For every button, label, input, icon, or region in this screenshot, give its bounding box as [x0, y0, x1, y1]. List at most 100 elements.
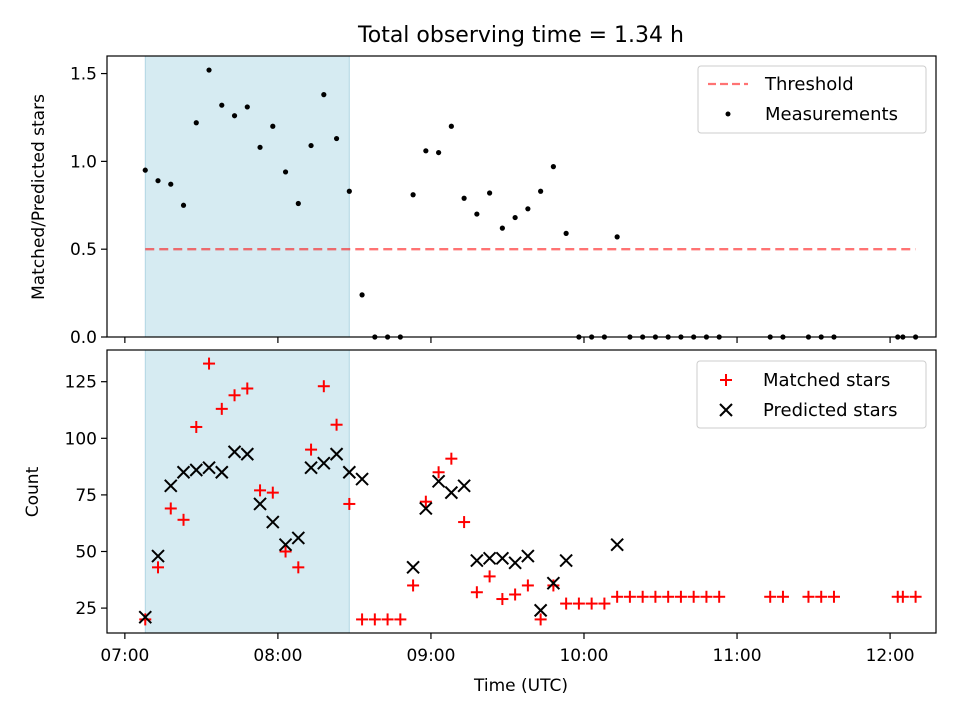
matched-stars-point [317, 380, 330, 393]
matched-stars-point [509, 588, 522, 601]
measurements-point [282, 169, 289, 175]
measurements-point [270, 123, 276, 129]
matched-stars-point [164, 502, 177, 515]
observing-span-shade [144, 55, 350, 338]
matched-stars-point [534, 613, 547, 626]
measurements-point [423, 148, 429, 154]
top-panel: 0.0 0.5 1.0 1.5 Matched/Predicted stars Thr… [29, 55, 937, 348]
measurements-point [512, 214, 518, 221]
measurements-point [244, 104, 250, 110]
matched-stars-point [674, 590, 687, 603]
matched-stars-point [764, 590, 777, 603]
predicted-stars-point [495, 551, 510, 565]
legend-matched-swatch [720, 374, 732, 386]
matched-stars-point [611, 590, 624, 603]
predicted-stars-point [151, 549, 165, 563]
matched-stars-point [713, 590, 726, 603]
matched-stars-point [636, 590, 649, 603]
legend-matched-label: Matched stars [763, 370, 890, 391]
y-tick-label: 50 [75, 542, 97, 562]
matched-stars-point [802, 590, 815, 603]
chart-title: Total observing time = 1.34 h [357, 23, 684, 48]
y-tick-label: 100 [65, 429, 97, 449]
legend-predicted-label: Predicted stars [763, 400, 897, 421]
predicted-stars-point [240, 447, 254, 461]
top-y-axis-label: Matched/Predicted stars [29, 94, 49, 300]
predicted-stars-point [444, 485, 459, 500]
matched-stars-point [203, 357, 216, 370]
predicted-stars-point [431, 474, 446, 489]
matched-stars-point [496, 593, 509, 606]
x-tick-label: 10:00 [559, 646, 608, 666]
measurements-point [550, 164, 556, 170]
predicted-stars-point [470, 553, 484, 568]
y-tick-label: 25 [75, 599, 97, 619]
measurements-point [614, 234, 620, 240]
matched-stars-point [470, 586, 483, 599]
predicted-stars-point [482, 551, 497, 565]
matched-stars-point [815, 590, 828, 603]
predicted-stars-point [355, 472, 369, 486]
observing-span-shade [144, 349, 350, 634]
matched-stars-point [254, 484, 267, 497]
measurements-point [193, 120, 199, 126]
matched-stars-point [152, 561, 165, 574]
y-tick-label: 0.5 [70, 240, 97, 260]
matched-stars-point [483, 570, 496, 583]
y-tick-label: 1.5 [70, 65, 97, 85]
predicted-stars-point [164, 479, 178, 493]
matched-stars-point [241, 382, 254, 395]
bottom-legend-box [696, 360, 927, 429]
measurements-point [474, 211, 480, 217]
measurements-point [206, 67, 212, 73]
measurements-point [461, 195, 467, 201]
matched-stars-point [560, 597, 573, 610]
matched-stars-point [394, 613, 407, 626]
predicted-stars-point [202, 461, 216, 475]
matched-stars-point [445, 452, 458, 465]
predicted-stars-point [291, 531, 306, 545]
predicted-stars-point [329, 447, 344, 461]
measurements-point [563, 230, 569, 236]
predicted-stars-point [278, 537, 293, 552]
matched-stars-point [598, 597, 611, 610]
predicted-stars-point [215, 465, 229, 479]
x-tick-label: 07:00 [100, 646, 149, 666]
predicted-stars-point [419, 501, 433, 516]
predicted-stars-point [457, 479, 471, 493]
predicted-stars-point [253, 497, 267, 511]
matched-stars-point [687, 590, 700, 603]
predicted-stars-point [266, 515, 280, 529]
matched-stars-point [649, 590, 662, 603]
measurements-point [231, 113, 238, 119]
matched-stars-point [368, 613, 381, 626]
measurements-point [257, 144, 263, 150]
matched-stars-point [896, 590, 909, 603]
predicted-stars-point [521, 549, 535, 563]
matched-stars-point [279, 545, 292, 558]
measurements-point [155, 178, 161, 184]
measurements-point [321, 92, 327, 98]
measurements-point [168, 181, 174, 187]
measurements-point [295, 200, 301, 207]
measurements-point [436, 149, 442, 156]
predicted-stars-point [138, 610, 152, 624]
bottom-legend: Matched stars Predicted stars [696, 360, 927, 429]
matched-stars-point [572, 597, 585, 610]
legend-measurements-swatch [725, 111, 731, 117]
matched-stars-point [330, 418, 343, 431]
measurements-point [308, 142, 314, 149]
measurements-point [333, 135, 340, 142]
matched-stars-point [356, 613, 369, 626]
measurements-point [487, 190, 493, 196]
top-legend: Threshold Measurements [697, 65, 927, 134]
matched-stars-point [547, 579, 560, 592]
matched-stars-point [139, 613, 152, 626]
predicted-stars-point [304, 461, 318, 475]
bottom-plot-frame [106, 349, 937, 634]
measurements-point [359, 292, 365, 298]
matched-stars-point [266, 486, 279, 499]
matched-stars-point [776, 590, 789, 603]
predicted-stars-point [342, 465, 357, 479]
predicted-stars-point [508, 556, 522, 570]
